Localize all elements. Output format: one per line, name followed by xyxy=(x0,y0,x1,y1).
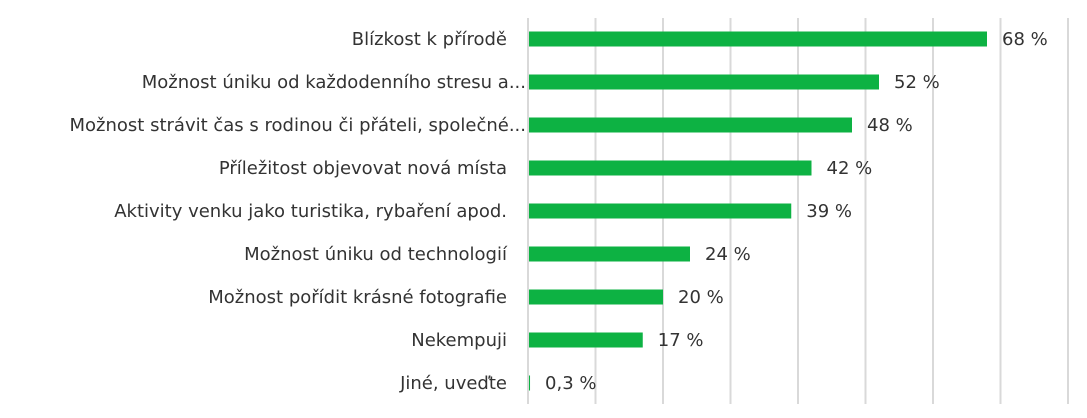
value-label: 24 % xyxy=(705,244,751,265)
category-label: Jiné, uveďte xyxy=(399,373,507,394)
bar xyxy=(529,74,879,90)
bar xyxy=(529,246,690,262)
category-label: Možnost pořídit krásné fotografie xyxy=(208,287,507,308)
value-label: 52 % xyxy=(894,72,940,93)
category-label: Příležitost objevovat nová místa xyxy=(219,158,507,179)
value-label: 48 % xyxy=(867,115,913,136)
bar xyxy=(529,31,987,47)
value-labels: 68 % 52 % 48 % 42 % 39 % 24 % 20 % 17 % 0,3 % xyxy=(545,29,1048,394)
value-label: 68 % xyxy=(1002,29,1048,50)
category-label: Možnost úniku od každodenního stresu a..… xyxy=(142,72,526,93)
bar xyxy=(529,375,531,391)
category-label: Aktivity venku jako turistika, rybaření … xyxy=(114,201,507,222)
category-label: Možnost strávit čas s rodinou či přáteli… xyxy=(70,115,526,136)
value-label: 17 % xyxy=(658,330,704,351)
value-label: 0,3 % xyxy=(545,373,596,394)
value-label: 20 % xyxy=(678,287,724,308)
category-label: Nekempuji xyxy=(411,330,507,351)
category-label: Blízkost k přírodě xyxy=(352,29,507,50)
bar xyxy=(529,289,663,305)
value-label: 39 % xyxy=(806,201,852,222)
bars xyxy=(529,31,987,391)
category-label: Možnost úniku od technologií xyxy=(244,244,508,265)
bar xyxy=(529,332,643,348)
category-labels: Blízkost k přírodě Možnost úniku od každo… xyxy=(70,29,526,394)
bar xyxy=(529,117,852,133)
bar xyxy=(529,203,792,219)
value-label: 42 % xyxy=(827,158,873,179)
bar xyxy=(529,160,812,176)
